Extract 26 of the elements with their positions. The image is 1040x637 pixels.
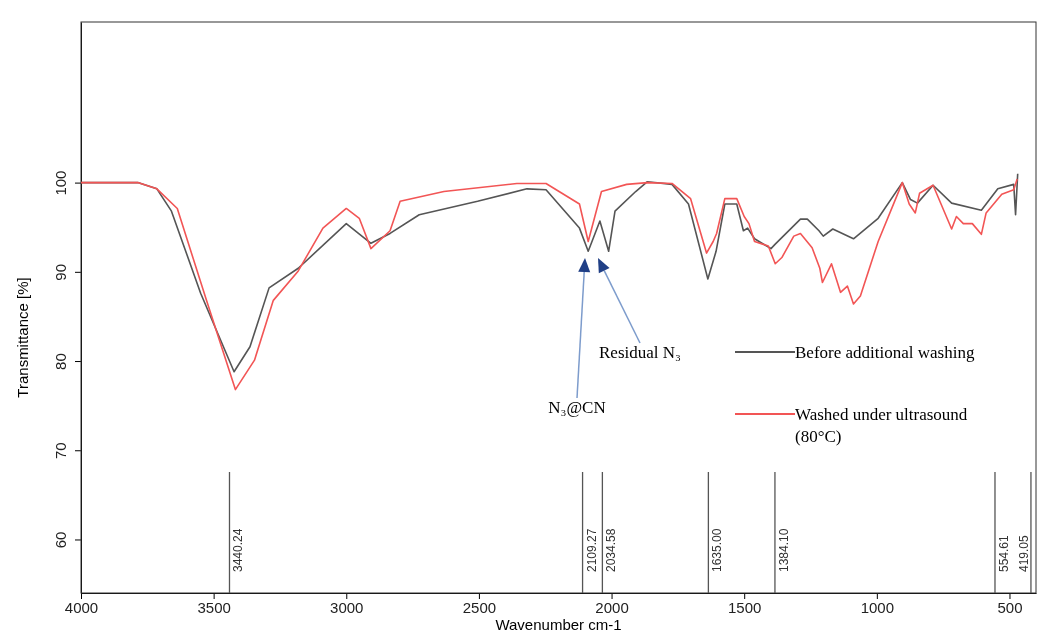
legend-label: Before additional washing — [795, 343, 975, 362]
y-tick-label: 60 — [52, 531, 70, 549]
x-tick-label: 1000 — [860, 598, 895, 616]
x-tick-label: 2000 — [595, 598, 629, 616]
ref-line-label: 1384.10 — [776, 528, 791, 572]
y-tick-label: 80 — [52, 353, 70, 370]
x-tick-label: 4000 — [64, 598, 99, 616]
x-tick-label: 3500 — [197, 598, 231, 616]
legend-label: Washed under ultrasound (80°C) — [795, 405, 968, 447]
ref-line-label: 3440.24 — [231, 528, 246, 572]
y-tick-label: 90 — [52, 263, 70, 281]
y-axis-title: Transmittance [%] — [14, 277, 31, 398]
x-tick-label: 500 — [997, 598, 1023, 616]
ref-line-label: 419.05 — [1016, 534, 1031, 572]
x-tick-label: 2500 — [462, 598, 497, 616]
annotation: N₃@CN — [548, 398, 606, 417]
ref-line-label: 1635.00 — [710, 528, 725, 572]
ref-line-label: 2109.27 — [584, 528, 599, 572]
y-tick-label: 70 — [52, 442, 70, 460]
x-tick-label: 1500 — [728, 598, 762, 616]
y-tick-label: 100 — [52, 170, 70, 196]
x-axis-title: Wavenumber cm-1 — [495, 616, 622, 633]
annotation: Residual N₃ — [599, 343, 682, 362]
x-tick-label: 3000 — [330, 598, 364, 616]
ref-line-label: 2034.58 — [604, 528, 619, 572]
ref-line-label: 554.61 — [996, 534, 1011, 572]
